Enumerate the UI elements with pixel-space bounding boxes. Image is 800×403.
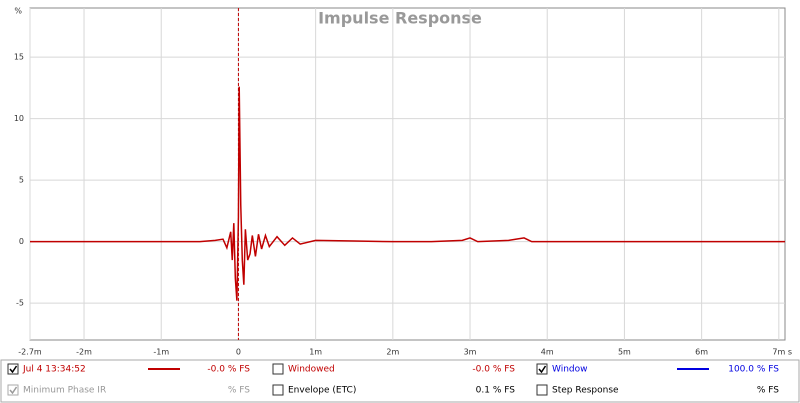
legend-readout: % FS xyxy=(757,386,779,396)
impulse-line xyxy=(30,86,785,301)
y-tick-label: 0 xyxy=(19,237,24,246)
legend-name[interactable]: Windowed xyxy=(288,365,335,375)
x-tick-label: 4m xyxy=(541,348,554,357)
legend-readout: -0.0 % FS xyxy=(472,365,515,375)
x-tick-label: -1m xyxy=(153,348,169,357)
y-tick-label: 10 xyxy=(14,114,24,123)
plot-frame xyxy=(29,7,786,341)
legend-readout: % FS xyxy=(228,386,250,396)
checkmark[interactable] xyxy=(9,365,18,374)
checkmark[interactable] xyxy=(538,365,547,374)
x-unit: s xyxy=(788,348,792,357)
legend-name[interactable]: Minimum Phase IR xyxy=(23,386,106,396)
x-tick-label: 7m xyxy=(772,348,785,357)
x-tick-label: -2.7m xyxy=(18,348,42,357)
legend-name[interactable]: Jul 4 13:34:52 xyxy=(22,365,86,375)
legend-readout: -0.0 % FS xyxy=(207,365,250,375)
x-tick-label: 0 xyxy=(236,348,241,357)
x-tick-label: 5m xyxy=(618,348,631,357)
y-tick-label: -5 xyxy=(16,299,24,308)
legend-name[interactable]: Step Response xyxy=(552,386,619,396)
x-tick-label: 3m xyxy=(464,348,477,357)
legend-readout: 0.1 % FS xyxy=(476,386,516,396)
y-unit: % xyxy=(14,7,22,16)
checkbox[interactable] xyxy=(536,384,548,396)
legend-readout: 100.0 % FS xyxy=(728,365,779,375)
checkbox[interactable] xyxy=(272,363,284,375)
y-tick-label: 5 xyxy=(19,176,24,185)
chart-title: Impulse Response xyxy=(318,9,482,28)
x-tick-label: 2m xyxy=(386,348,399,357)
legend-name[interactable]: Window xyxy=(552,365,588,375)
legend-panel xyxy=(0,359,800,403)
y-tick-label: 15 xyxy=(14,53,24,62)
legend-name[interactable]: Envelope (ETC) xyxy=(288,386,356,396)
checkbox[interactable] xyxy=(536,363,548,375)
x-tick-label: -2m xyxy=(76,348,92,357)
x-tick-label: 6m xyxy=(695,348,708,357)
checkbox[interactable] xyxy=(7,384,19,396)
x-tick-label: 1m xyxy=(309,348,322,357)
checkbox[interactable] xyxy=(7,363,19,375)
checkmark[interactable] xyxy=(9,386,18,395)
checkbox[interactable] xyxy=(272,384,284,396)
